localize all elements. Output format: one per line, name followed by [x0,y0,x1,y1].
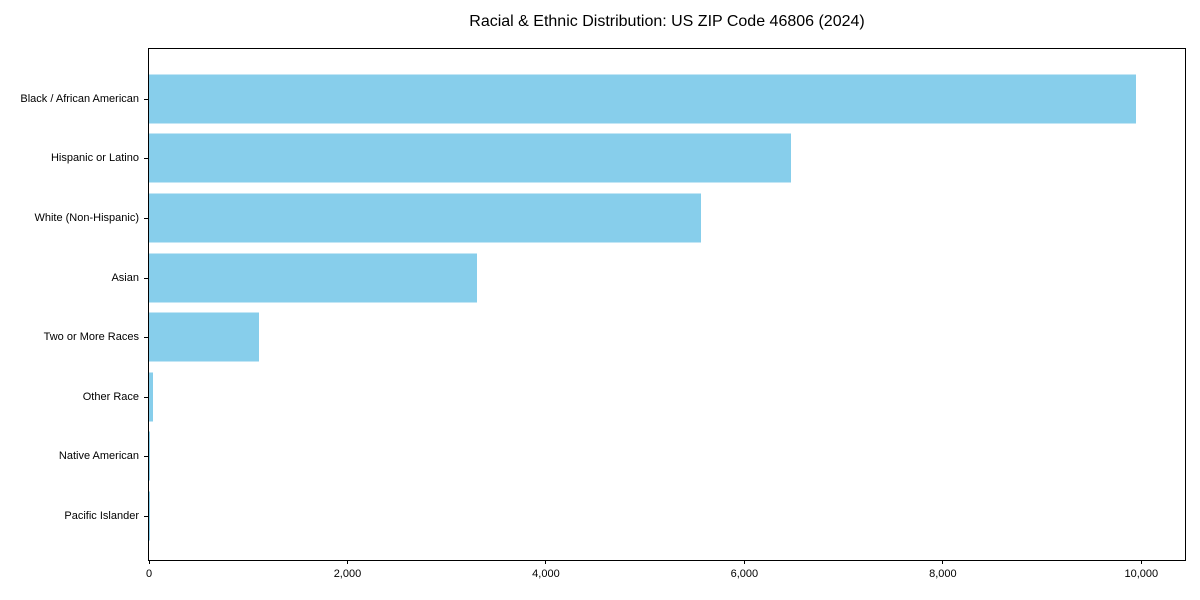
x-tick-label: 4,000 [532,568,560,580]
x-tick-label: 2,000 [333,568,362,580]
x-tick-label: 10,000 [1124,568,1159,580]
category-label: Black / African American [20,92,139,105]
y-axis-tick [144,396,148,398]
y-axis-tick [144,158,148,160]
bar [149,74,1137,124]
bar [149,133,792,183]
category-label: Other Race [82,390,139,403]
x-axis-tick [346,560,348,564]
category-label: Two or More Races [43,331,139,344]
x-axis-tick [1140,560,1142,564]
y-axis-tick [144,337,148,339]
y-axis-tick [144,218,148,219]
y-axis-tick [144,516,148,517]
x-tick-label: 0 [145,568,153,580]
y-axis-tick [144,277,148,279]
y-axis-tick [144,98,148,100]
bar [149,372,153,422]
x-tick-label: 6,000 [730,568,759,580]
category-label: Asian [111,271,139,284]
category-label: Hispanic or Latino [50,152,139,165]
category-label: Pacific Islander [64,510,139,522]
x-axis-tick [942,560,944,564]
x-axis-tick [545,560,547,564]
bar [149,253,478,303]
y-axis-tick [144,456,148,458]
x-axis-tick [148,560,150,564]
bar [149,431,150,481]
chart-title: Racial & Ethnic Distribution: US ZIP Cod… [469,13,865,30]
category-label: White (Non-Hispanic) [34,212,139,224]
x-tick-label: 8,000 [929,568,957,580]
plot-area: Black / African American Hispanic or Lati… [20,48,1186,580]
bar [149,312,260,362]
category-label: Native American [58,450,139,463]
x-axis-tick [743,560,745,564]
bar [149,193,701,243]
